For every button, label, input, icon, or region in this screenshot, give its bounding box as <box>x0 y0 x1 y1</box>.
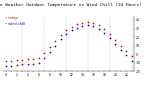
Point <box>16 65 18 66</box>
Point <box>37 58 40 59</box>
Point <box>59 38 62 39</box>
Text: • wind chill: • wind chill <box>4 22 24 26</box>
Point <box>43 53 45 54</box>
Point <box>81 25 84 27</box>
Point <box>125 54 128 56</box>
Point <box>130 60 133 62</box>
Point <box>5 66 7 67</box>
Point <box>54 45 56 46</box>
Point <box>76 27 78 28</box>
Point <box>81 22 84 23</box>
Point <box>103 28 106 29</box>
Point <box>37 62 40 64</box>
Point <box>76 23 78 25</box>
Point <box>21 64 24 65</box>
Point <box>32 63 35 64</box>
Point <box>59 34 62 35</box>
Point <box>120 45 122 46</box>
Point <box>70 26 73 27</box>
Point <box>87 24 89 26</box>
Point <box>65 33 67 34</box>
Point <box>87 21 89 22</box>
Point <box>108 33 111 34</box>
Point <box>10 60 13 62</box>
Point <box>27 59 29 60</box>
Point <box>10 66 13 67</box>
Point <box>92 22 95 23</box>
Point <box>16 60 18 61</box>
Point <box>48 52 51 53</box>
Point <box>98 28 100 29</box>
Point <box>108 37 111 39</box>
Point <box>103 32 106 33</box>
Point <box>27 63 29 64</box>
Point <box>70 29 73 31</box>
Point <box>114 39 116 40</box>
Point <box>48 47 51 48</box>
Point <box>32 59 35 60</box>
Point <box>92 25 95 27</box>
Point <box>43 58 45 59</box>
Point <box>114 43 116 45</box>
Text: Milwaukee Weather Outdoor Temperature vs Wind Chill (24 Hours): Milwaukee Weather Outdoor Temperature vs… <box>0 3 142 7</box>
Text: • temp: • temp <box>4 16 17 20</box>
Point <box>54 40 56 41</box>
Point <box>5 60 7 62</box>
Point <box>120 49 122 51</box>
Point <box>65 29 67 31</box>
Point <box>21 60 24 61</box>
Point <box>130 55 133 57</box>
Point <box>98 24 100 26</box>
Point <box>125 50 128 52</box>
